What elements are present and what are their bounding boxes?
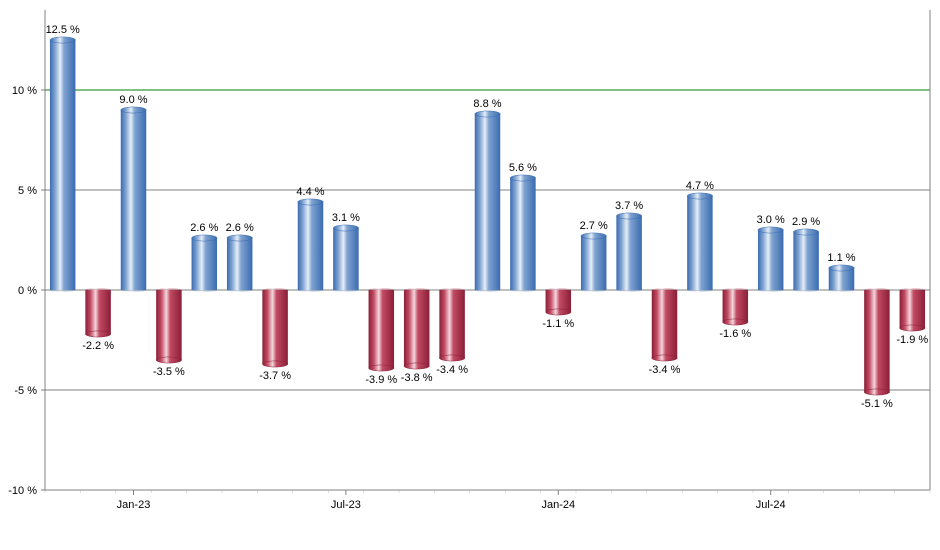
bar bbox=[546, 288, 571, 315]
bar-value-label: 3.1 % bbox=[332, 212, 360, 224]
bar bbox=[262, 288, 287, 367]
bar-value-label: -3.9 % bbox=[365, 374, 397, 386]
bar-value-label: 8.8 % bbox=[473, 98, 501, 110]
x-tick-label: Jan-24 bbox=[541, 499, 575, 511]
bar-value-label: -2.2 % bbox=[82, 340, 114, 352]
y-tick-label: 10 % bbox=[12, 85, 37, 97]
chart-container: -10 % -5 % 0 % 5 % 10 % 12.5 % -2.2 % 9.0 % -3.5… bbox=[0, 0, 940, 550]
y-tick-label: -10 % bbox=[8, 485, 37, 497]
bar-value-label: -3.4 % bbox=[436, 364, 468, 376]
bar-value-label: -3.5 % bbox=[153, 366, 185, 378]
bar bbox=[333, 225, 358, 292]
bar bbox=[829, 265, 854, 292]
bar-value-label: 12.5 % bbox=[46, 24, 80, 36]
bar-value-label: -1.6 % bbox=[719, 328, 751, 340]
bar-value-label: -1.1 % bbox=[542, 318, 574, 330]
bar bbox=[793, 229, 818, 292]
bar bbox=[616, 213, 641, 292]
bar bbox=[192, 235, 217, 292]
bar-value-label: 1.1 % bbox=[827, 252, 855, 264]
bar-value-label: -3.7 % bbox=[259, 370, 291, 382]
bar bbox=[404, 288, 429, 369]
bar-value-label: 2.7 % bbox=[580, 220, 608, 232]
bar-chart: -10 % -5 % 0 % 5 % 10 % 12.5 % -2.2 % 9.0 % -3.5… bbox=[0, 0, 940, 550]
bar-value-label: 5.6 % bbox=[509, 162, 537, 174]
bar bbox=[900, 288, 925, 331]
bar bbox=[369, 288, 394, 371]
x-tick-label: Jan-23 bbox=[117, 499, 151, 511]
bar bbox=[50, 37, 75, 292]
y-tick-label: 0 % bbox=[18, 285, 37, 297]
bar bbox=[121, 107, 146, 292]
bar bbox=[723, 288, 748, 325]
bar-value-label: -3.4 % bbox=[649, 364, 681, 376]
x-tick-label: Jul-23 bbox=[331, 499, 361, 511]
bar-value-label: 2.6 % bbox=[190, 222, 218, 234]
bar-value-label: 4.7 % bbox=[686, 180, 714, 192]
bar bbox=[652, 288, 677, 361]
bar-value-label: 9.0 % bbox=[119, 94, 147, 106]
bar bbox=[510, 175, 535, 292]
bar-value-label: -5.1 % bbox=[861, 398, 893, 410]
bar bbox=[581, 233, 606, 292]
bar bbox=[687, 193, 712, 292]
bar-value-label: 3.7 % bbox=[615, 200, 643, 212]
bar bbox=[298, 199, 323, 292]
bar-value-label: -3.8 % bbox=[401, 372, 433, 384]
bar-value-label: 2.9 % bbox=[792, 216, 820, 228]
bar bbox=[227, 235, 252, 292]
bar-value-label: -1.9 % bbox=[896, 334, 928, 346]
bar-value-label: 4.4 % bbox=[296, 186, 324, 198]
x-tick-label: Jul-24 bbox=[756, 499, 786, 511]
y-tick-label: 5 % bbox=[18, 185, 37, 197]
y-tick-label: -5 % bbox=[14, 385, 37, 397]
bar-value-label: 2.6 % bbox=[226, 222, 254, 234]
bar bbox=[864, 288, 889, 395]
bar bbox=[439, 288, 464, 361]
bar bbox=[475, 111, 500, 292]
bar bbox=[85, 288, 110, 337]
bar-value-label: 3.0 % bbox=[757, 214, 785, 226]
bar bbox=[758, 227, 783, 292]
bar bbox=[156, 288, 181, 363]
